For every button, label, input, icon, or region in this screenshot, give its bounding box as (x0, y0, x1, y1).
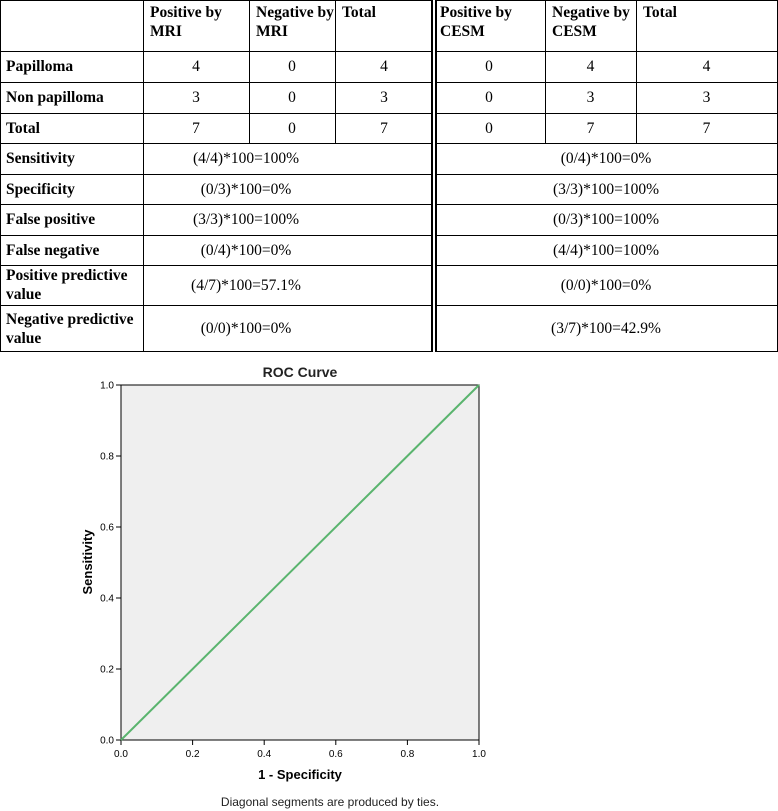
x-tick-label: 0.8 (400, 749, 414, 760)
cesm-count-cell: 4 (702, 58, 711, 75)
table-rule (0, 174, 778, 175)
row-label: Non papilloma (6, 89, 104, 106)
mri-count-cell: 7 (380, 119, 388, 137)
x-tick-label: 0.4 (257, 749, 271, 760)
y-tick-label: 0.4 (100, 594, 114, 605)
metric-label: Positive predictive value (6, 267, 128, 303)
table-rule (249, 0, 250, 143)
roc-chart: ROC Curve 0.0 0.2 0.4 0.6 0.8 1.0 0.0 0.2 0.4 0.6… (80, 364, 486, 809)
mri-count-cell: 3 (192, 89, 200, 106)
mri-count-cell: 0 (288, 58, 296, 75)
cesm-count-cell: 3 (702, 89, 711, 106)
mri-metric-value: (0/3)*100=0% (200, 180, 292, 198)
metric-label: Specificity (6, 180, 75, 198)
table-rule (636, 0, 637, 143)
cesm-column-header: Negative by CESM (552, 4, 630, 40)
table-rule (0, 0, 778, 1)
mri-column-header: Negative by MRI (256, 4, 334, 40)
cesm-count-cell: 4 (586, 58, 595, 75)
table-rule (0, 0, 1, 352)
cesm-column-header: Positive by CESM (440, 4, 512, 40)
mri-metric-value: (3/3)*100=100% (192, 211, 300, 228)
series-layer (120, 384, 480, 741)
mri-count-cell: 3 (380, 89, 388, 106)
mri-count-cell: 0 (288, 89, 296, 106)
cesm-metric-value: (3/7)*100=42.9% (551, 320, 661, 337)
table-rule (0, 51, 778, 52)
y-tick-label: 0.2 (100, 665, 114, 676)
y-tick-label: 1.0 (100, 381, 114, 392)
cesm-metric-value: (0/0)*100=0% (560, 276, 652, 294)
table-rule (545, 0, 546, 143)
x-tick-label: 0.0 (114, 749, 128, 760)
table-rule (0, 265, 778, 266)
mri-count-cell: 4 (380, 58, 388, 75)
mri-count-cell: 7 (192, 119, 200, 137)
roc-series-line (120, 384, 480, 741)
table-rule (0, 82, 778, 83)
metric-label: False negative (6, 241, 100, 259)
chart-title: ROC Curve (263, 364, 338, 380)
results-table: Positive by MRI Positive by CESM Negative … (0, 0, 778, 352)
cesm-count-cell: 7 (702, 119, 711, 137)
row-label: Total (6, 119, 40, 137)
metric-label: False positive (6, 211, 96, 228)
y-tick-label: 0.6 (100, 523, 114, 534)
table-rule (335, 0, 336, 143)
mri-count-cell: 4 (192, 58, 200, 75)
table-rule (0, 143, 778, 144)
chart-footnote: Diagonal segments are produced by ties. (221, 795, 439, 809)
cesm-count-cell: 0 (485, 89, 493, 106)
x-tick-label: 1.0 (472, 749, 486, 760)
cesm-count-cell: 0 (485, 58, 493, 75)
y-axis-label: Sensitivity (80, 529, 95, 595)
cesm-count-cell: 7 (586, 119, 595, 137)
block-separator (431, 0, 437, 352)
y-tick-label: 0.8 (100, 452, 114, 463)
table-rule (0, 305, 778, 306)
table-rule (0, 113, 778, 114)
x-tick-label: 0.2 (186, 749, 200, 760)
cesm-count-cell: 3 (586, 89, 595, 106)
metric-label: Sensitivity (6, 150, 75, 167)
table-rule (143, 0, 144, 352)
table-rule (0, 351, 778, 352)
mri-column-header: Total (342, 4, 376, 21)
cesm-metric-value: (0/4)*100=0% (560, 150, 652, 167)
metric-label: Negative predictive value (6, 310, 134, 347)
table-rule (0, 204, 778, 205)
y-tick-label: 0.0 (100, 736, 114, 747)
cesm-metric-value: (3/3)*100=100% (552, 180, 660, 198)
row-label: Papilloma (6, 58, 74, 75)
mri-metric-value: (0/4)*100=0% (200, 241, 292, 259)
mri-metric-value: (0/0)*100=0% (200, 320, 292, 337)
cesm-metric-value: (4/4)*100=100% (552, 241, 660, 259)
mri-metric-value: (4/7)*100=57.1% (191, 276, 301, 294)
cesm-column-header: Total (643, 4, 677, 21)
mri-column-header: Positive by MRI (150, 4, 222, 40)
mri-count-cell: 0 (288, 119, 296, 137)
axis-ticks: 0.0 0.2 0.4 0.6 0.8 1.0 0.0 0.2 0.4 0.6 0.8 1.0 (100, 381, 486, 761)
x-tick-label: 0.6 (329, 749, 343, 760)
table-rule (0, 235, 778, 236)
mri-metric-value: (4/4)*100=100% (192, 150, 300, 167)
cesm-metric-value: (0/3)*100=100% (552, 211, 660, 228)
cesm-count-cell: 0 (485, 119, 493, 137)
x-axis-label: 1 - Specificity (258, 767, 343, 782)
